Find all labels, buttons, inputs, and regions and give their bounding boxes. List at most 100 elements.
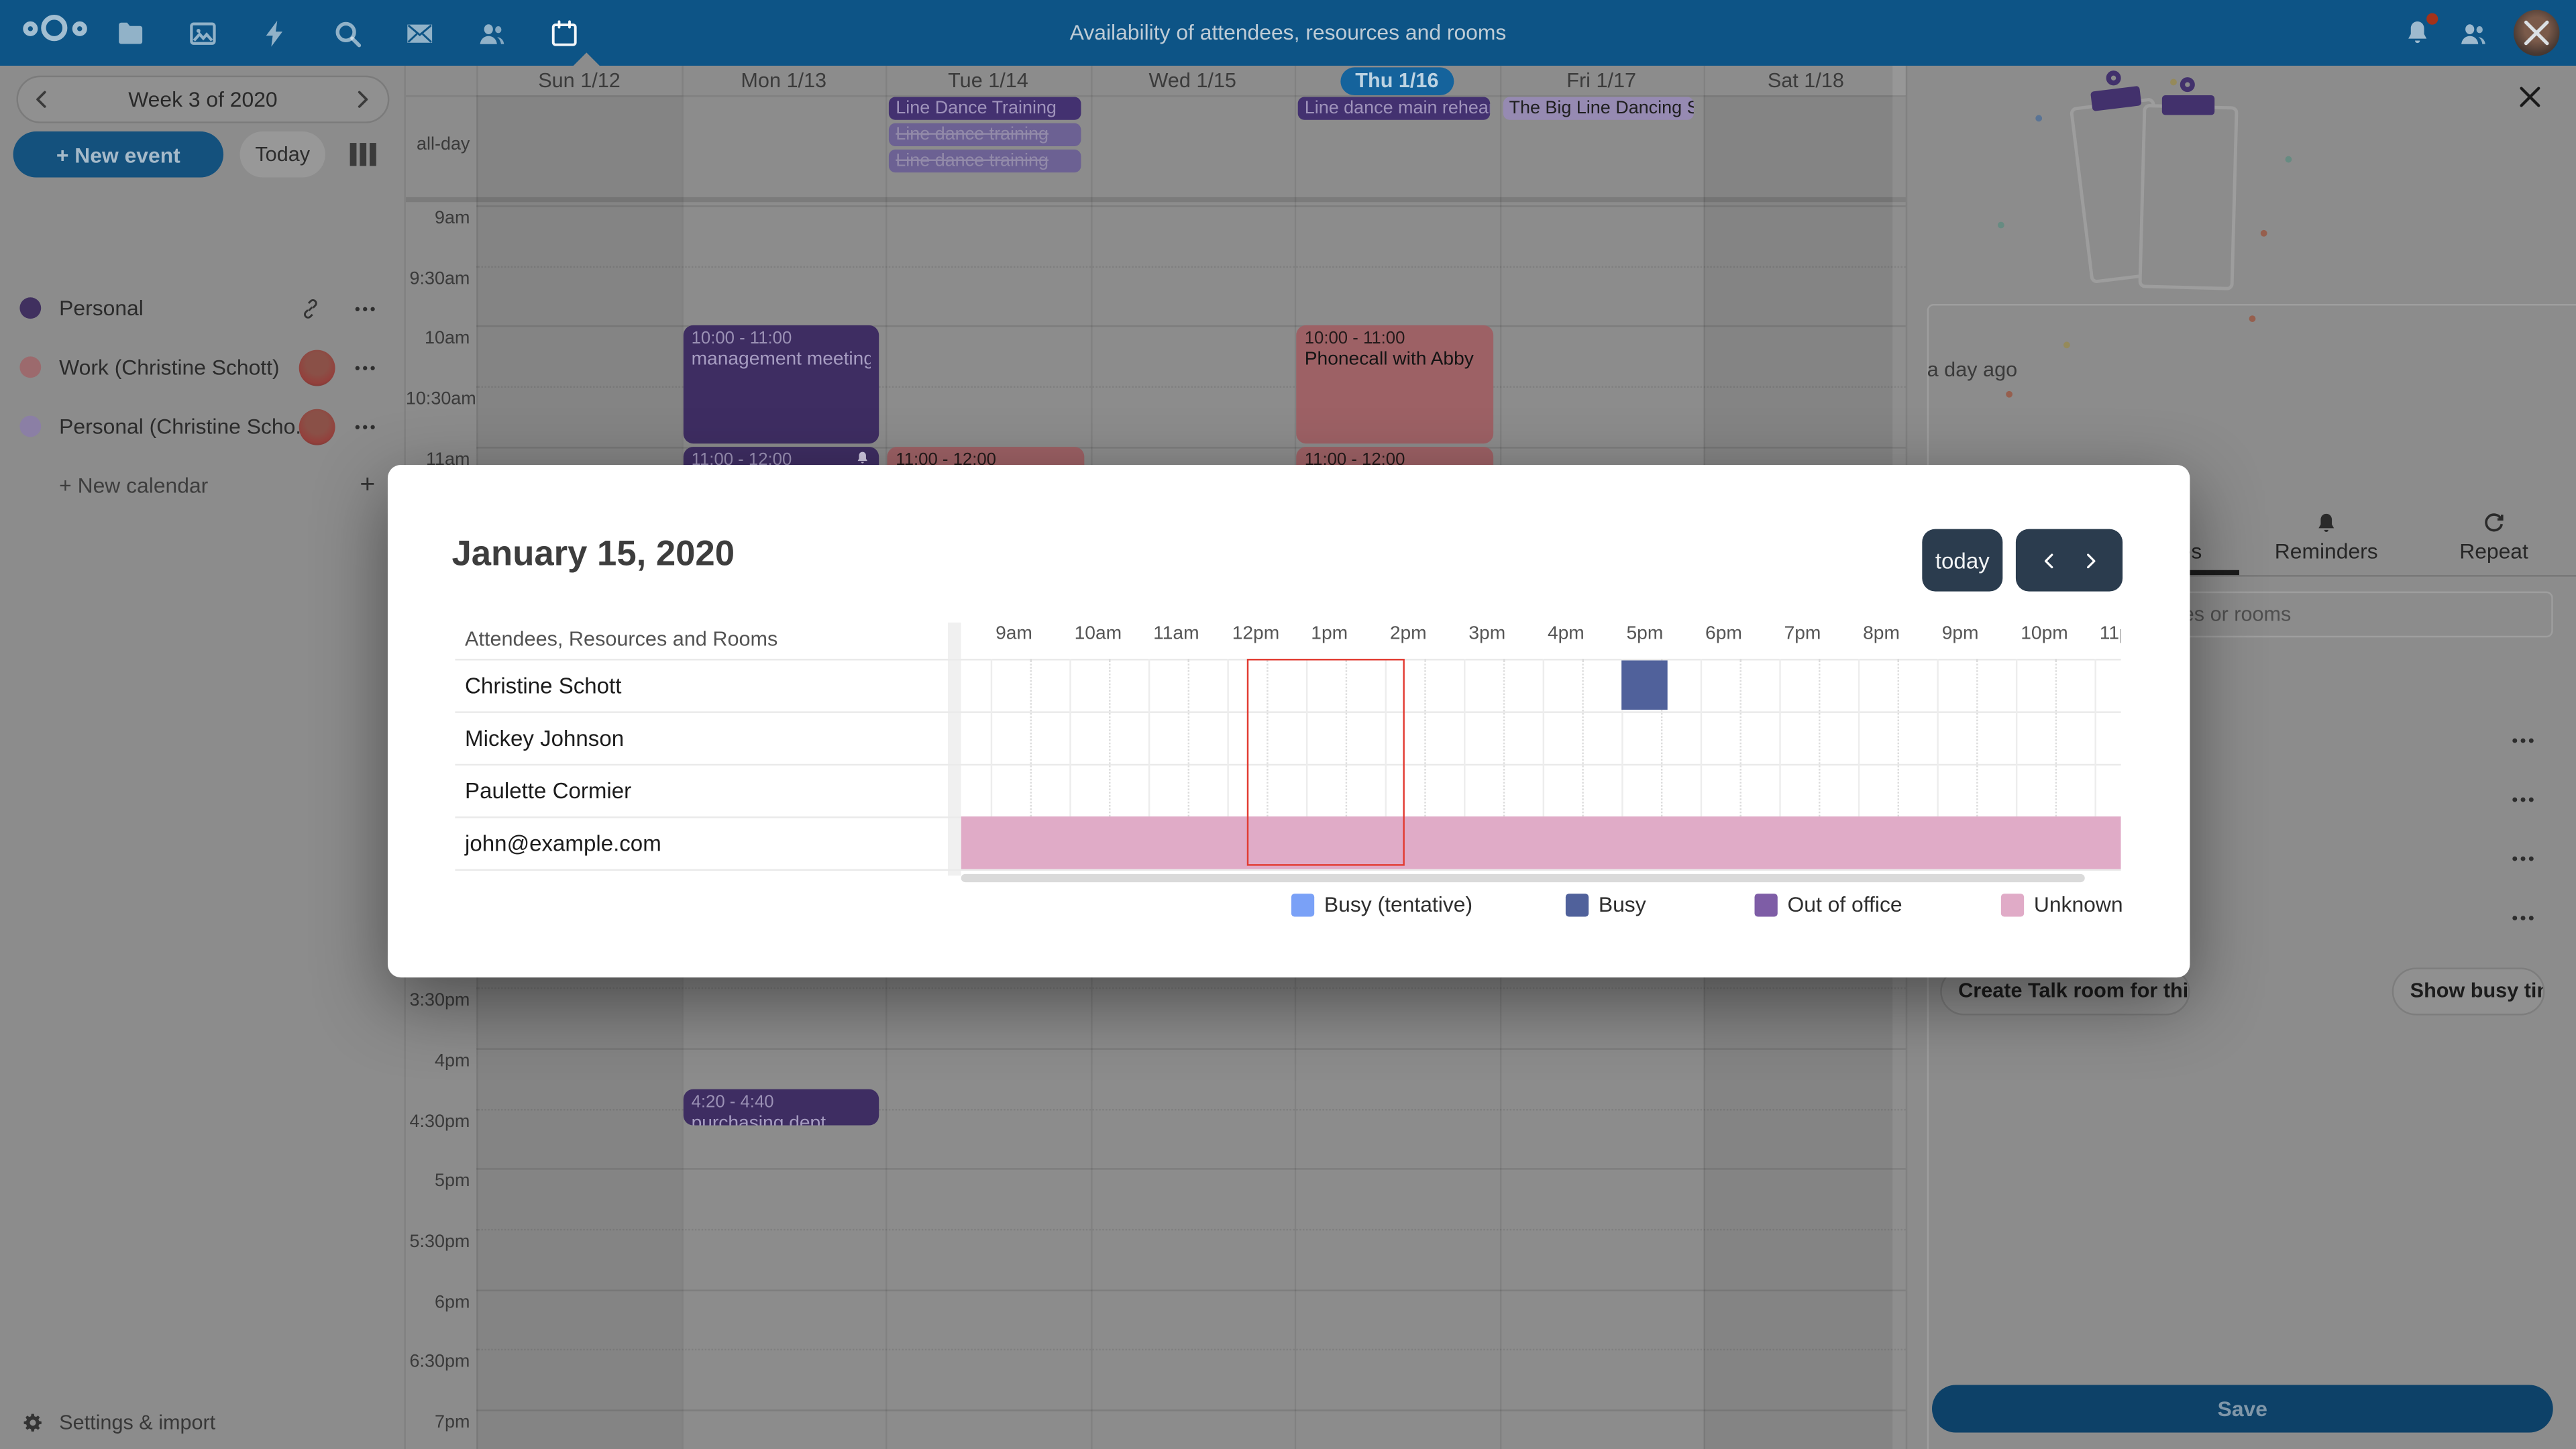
previous-day-button[interactable] <box>2038 549 2059 571</box>
calendar-actions-menu[interactable]: ••• <box>354 419 378 435</box>
calendar-color-dot <box>19 297 42 319</box>
nextcloud-logo-icon[interactable] <box>19 0 95 66</box>
reminder-bell-icon <box>855 449 871 466</box>
new-calendar-button[interactable]: + New calendar + <box>0 464 404 510</box>
modal-hour-label: 2pm <box>1389 624 1427 645</box>
calendar-event[interactable]: 10:00 - 11:00 management meeting <box>683 325 879 443</box>
contacts-icon[interactable] <box>476 17 508 49</box>
week-selector[interactable]: Week 3 of 2020 <box>16 75 390 123</box>
calendar-icon[interactable] <box>549 17 580 49</box>
day-header[interactable]: Thu 1/16 <box>1295 66 1499 96</box>
contacts-menu-icon[interactable] <box>2458 17 2489 49</box>
calendar-actions-menu[interactable]: ••• <box>354 360 378 376</box>
photos-icon[interactable] <box>187 17 219 49</box>
attendee-row-menu[interactable]: ••• <box>2512 733 2537 751</box>
attendee-row-menu[interactable]: ••• <box>2512 792 2537 810</box>
selected-time-range[interactable] <box>1246 659 1405 866</box>
attendee-row-menu[interactable]: ••• <box>2512 910 2537 928</box>
modal-hour-line <box>1779 659 1781 869</box>
new-event-button[interactable]: + New event <box>13 131 224 178</box>
tab-label: Reminders <box>2274 539 2378 564</box>
confetti-dot <box>2285 156 2292 163</box>
calendar-list-item[interactable]: Work (Christine Schott) ••• <box>0 345 404 391</box>
slot-line <box>476 1169 1906 1171</box>
confetti-dot <box>2035 115 2043 122</box>
modal-hour-line <box>1305 659 1308 869</box>
legend-swatch <box>1565 894 1589 917</box>
next-week-button[interactable] <box>350 87 375 112</box>
modal-hour-label: 8pm <box>1863 624 1900 645</box>
attendee-row: Paulette Cormier <box>455 763 2121 816</box>
today-button[interactable]: Today <box>239 131 325 178</box>
tab-reminders[interactable]: Reminders <box>2241 509 2412 575</box>
modal-hour-line <box>2094 659 2096 869</box>
attendee-name: Mickey Johnson <box>465 726 625 751</box>
attendee-row-menu[interactable]: ••• <box>2512 851 2537 869</box>
modal-hours-header: 9am 10am 11am 12pm 1pm 2pm 3pm 4pm 5pm 6pm 7pm 8pm 9… <box>961 623 2121 652</box>
time-gutter-label: 10:30am <box>405 389 476 409</box>
modal-hour-label: 7pm <box>1784 624 1821 645</box>
notifications-bell-icon[interactable] <box>2402 10 2440 49</box>
activity-icon[interactable] <box>260 17 291 49</box>
modal-hour-label: 11am <box>1153 624 1199 645</box>
slot-line <box>476 1349 1906 1351</box>
modal-halfhour-line <box>1582 659 1584 869</box>
calendar-actions-menu[interactable]: ••• <box>354 301 378 317</box>
show-busy-times-button[interactable]: Show busy times <box>2392 967 2545 1016</box>
day-header[interactable]: Fri 1/17 <box>1566 68 1637 93</box>
settings-label: Settings & import <box>59 1411 216 1434</box>
modal-hour-label: 4pm <box>1547 624 1585 645</box>
calendar-name: Personal <box>59 295 144 321</box>
slot-line <box>476 1108 1906 1110</box>
modal-hour-line <box>1464 659 1466 869</box>
horizontal-scrollbar[interactable] <box>961 873 2085 883</box>
all-day-event[interactable]: Line dance training <box>889 149 1081 173</box>
previous-week-button[interactable] <box>30 87 54 112</box>
tab-repeat[interactable]: Repeat <box>2408 509 2576 575</box>
search-icon[interactable] <box>332 17 364 49</box>
day-header[interactable]: Mon 1/13 <box>741 68 827 93</box>
all-day-event[interactable]: Line dance main rehearsal <box>1297 97 1490 120</box>
modal-hour-label: 9am <box>996 624 1032 645</box>
day-header[interactable]: Tue 1/14 <box>948 68 1028 93</box>
attendee-row-border <box>455 869 2121 871</box>
legend-label: Unknown <box>2033 892 2123 917</box>
modal-title: January 15, 2020 <box>451 533 735 574</box>
all-day-event[interactable]: The Big Line Dancing Show <box>1502 97 1694 120</box>
today-pill: Thu 1/16 <box>1340 67 1454 96</box>
share-link-icon[interactable] <box>299 297 322 320</box>
clipboard-clip <box>2161 95 2215 115</box>
day-header[interactable]: Sun 1/12 <box>538 68 621 93</box>
user-avatar[interactable] <box>2513 9 2560 56</box>
save-button[interactable]: Save <box>1932 1385 2553 1433</box>
slot-line <box>476 1409 1906 1411</box>
availability-grid[interactable] <box>961 659 2121 869</box>
grid-divider <box>948 623 961 876</box>
gear-icon <box>21 1411 44 1434</box>
modal-hour-label: 9pm <box>1941 624 1979 645</box>
mail-icon[interactable] <box>404 17 435 49</box>
calendar-event[interactable]: 4:20 - 4:40 purchasing dept <box>683 1088 879 1126</box>
availability-block-busy <box>1621 660 1668 710</box>
all-day-divider <box>405 197 1906 203</box>
day-header[interactable]: Sat 1/18 <box>1767 68 1844 93</box>
all-day-event[interactable]: Line Dance Training <box>889 97 1081 120</box>
time-gutter-label: 9am <box>434 209 470 229</box>
close-icon[interactable] <box>2515 82 2544 111</box>
modal-hour-line <box>1542 659 1545 869</box>
calendar-event[interactable]: 10:00 - 11:00 Phonecall with Abby <box>1296 325 1493 443</box>
settings-import-button[interactable]: Settings & import <box>0 1400 404 1446</box>
day-header[interactable]: Wed 1/15 <box>1148 68 1236 93</box>
modal-today-button[interactable]: today <box>1922 529 2003 592</box>
all-day-event[interactable]: Line dance training <box>889 123 1081 146</box>
week-view-icon[interactable] <box>350 143 376 166</box>
files-icon[interactable] <box>115 17 146 49</box>
next-day-button[interactable] <box>2079 549 2100 571</box>
time-gutter-label: 4:30pm <box>409 1112 470 1132</box>
time-gutter-label: 7pm <box>434 1413 470 1433</box>
legend-swatch <box>1291 894 1315 917</box>
modal-hour-label: 10pm <box>2021 624 2068 645</box>
modal-halfhour-line <box>1424 659 1426 869</box>
calendar-list-item[interactable]: Personal ••• <box>0 286 404 332</box>
calendar-list-item[interactable]: Personal (Christine Scho... ••• <box>0 404 404 450</box>
